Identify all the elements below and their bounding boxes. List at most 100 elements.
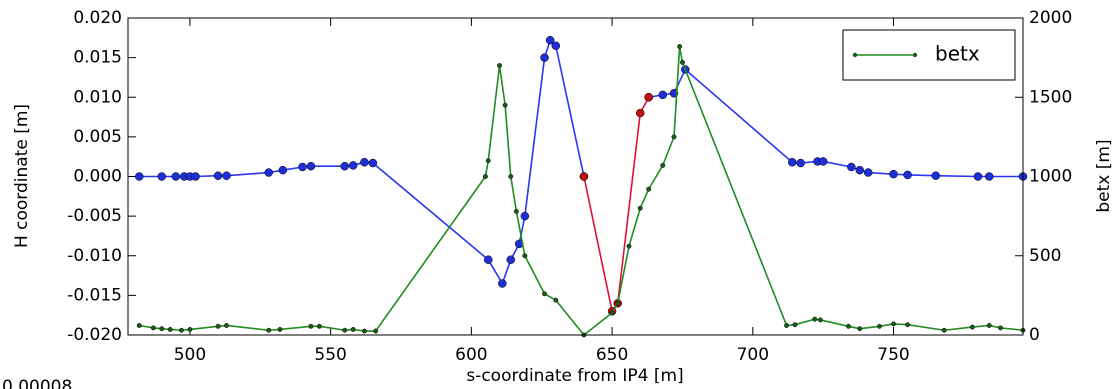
data-point [889,169,898,179]
y-axis-label: H coordinate [m] [12,104,32,248]
data-point [298,162,307,172]
data-point [973,172,983,181]
y2-tick-label: 1500 [1029,87,1072,107]
data-point [545,35,555,45]
x-tick-label: 750 [877,345,909,365]
data-point [857,326,863,332]
data-point [677,44,683,49]
data-point [984,172,994,181]
series-line [139,46,1024,337]
y-tick-label: 0.000 [73,167,122,187]
data-point [361,328,367,334]
data-point [513,208,519,214]
data-point [903,170,912,180]
data-point [159,326,165,332]
x-tick-label: 600 [455,345,487,365]
data-point [905,322,911,328]
data-point [373,328,379,334]
data-point [150,325,156,331]
y2-tick-label: 500 [1029,246,1061,266]
x-tick-label: 650 [596,345,628,365]
data-point [368,158,378,168]
data-point [224,323,229,328]
data-point [498,279,507,288]
data-point [306,161,316,171]
data-point [360,157,369,167]
y-tick-label: -0.010 [67,246,122,266]
data-point [671,134,677,140]
x-tick-label: 700 [737,345,769,365]
data-point [847,162,856,172]
data-point [482,174,488,179]
data-point [316,323,322,329]
x-axis-label: s-coordinate from IP4 [m] [466,366,683,386]
data-point [635,108,645,118]
data-point [342,327,348,333]
plot-frame [127,17,1024,336]
data-point [644,93,653,102]
data-point [191,172,200,181]
y-tick-label: 0.010 [73,87,122,107]
data-point [542,291,547,297]
y-tick-label: -0.005 [67,206,122,226]
data-point [222,171,231,180]
data-point [540,53,549,62]
y2-tick-label: 1000 [1029,167,1072,187]
data-point [340,161,349,171]
data-point [506,255,516,264]
data-point [497,63,502,69]
x-tick-label: 500 [174,345,206,365]
data-point [266,327,272,333]
data-point [784,323,790,328]
series-line [583,96,650,314]
data-point [167,327,173,332]
y2-tick-label: 2000 [1029,8,1072,28]
data-point [787,157,797,167]
data-point [277,327,283,332]
data-point [579,172,589,181]
data-point [646,186,652,192]
annotation: 0.00008 [2,377,72,389]
legend-marker [852,52,858,58]
data-point [637,205,643,211]
data-point [855,165,865,175]
data-point [485,158,491,164]
data-point [615,300,621,306]
data-point [986,323,992,328]
data-point [215,323,221,329]
y-tick-label: 0.015 [73,48,122,68]
data-point [136,323,142,328]
data-point [522,253,528,259]
data-point [551,41,561,50]
data-point [792,322,798,328]
data-point [998,325,1003,331]
data-point [658,90,667,100]
data-point [660,162,666,168]
data-point [278,165,288,175]
data-point [348,161,358,170]
y2-axis-label: betx [m] [1094,139,1114,212]
data-point [213,171,223,180]
y-tick-label: -0.015 [67,285,122,305]
legend-label: betx [935,42,980,66]
data-point [818,157,828,166]
data-point [609,310,615,316]
data-point [157,172,167,181]
data-point [171,172,181,181]
data-point [796,158,805,168]
data-point [626,243,632,249]
data-point [863,168,873,177]
data-point [969,324,975,330]
data-point [941,327,947,333]
legend-marker [912,52,918,58]
data-point [308,323,314,329]
data-point [812,316,818,322]
data-point [350,327,356,332]
x-tick-label: 550 [314,345,346,365]
data-point [502,102,508,108]
data-point [931,171,941,180]
data-point [817,317,823,323]
data-point [187,327,193,332]
data-point [846,323,851,329]
